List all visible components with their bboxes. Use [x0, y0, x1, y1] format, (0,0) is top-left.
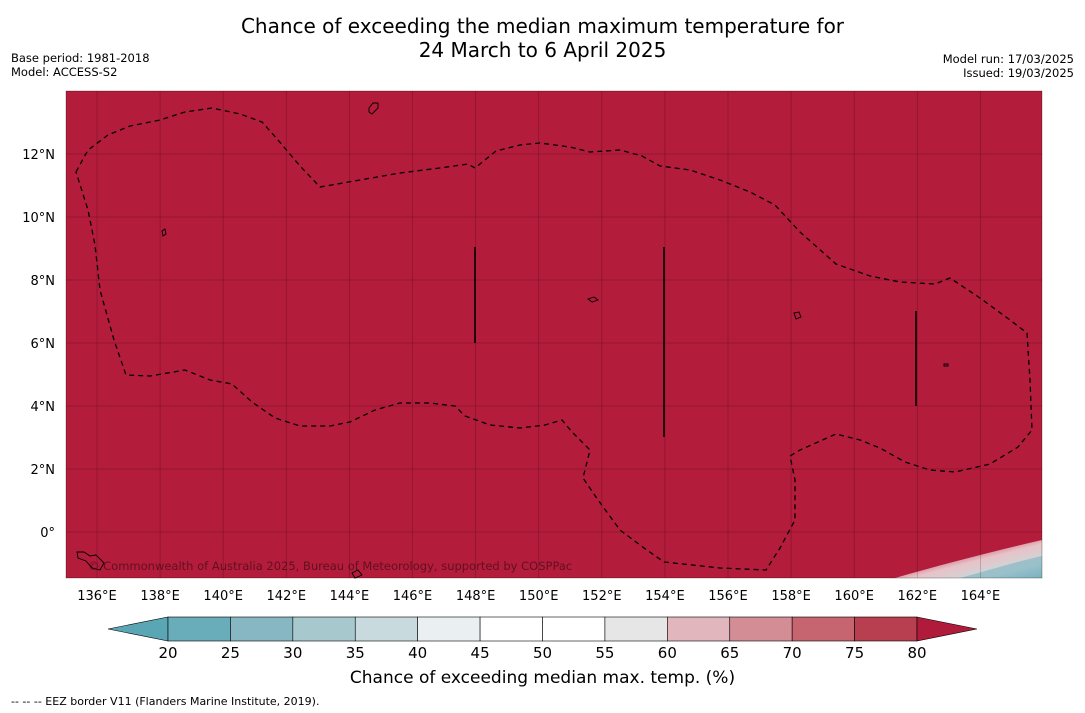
longitude-label: 136°E: [77, 589, 117, 604]
longitude-label: 152°E: [582, 589, 622, 604]
colorbar-tick: 50: [533, 644, 552, 662]
latitude-label: 6°N: [31, 337, 56, 352]
colorbar-segment: [667, 616, 731, 642]
colorbar-segment: [230, 616, 294, 642]
longitude-label: 146°E: [393, 589, 433, 604]
issued-date: Issued: 19/03/2025: [963, 66, 1074, 80]
latitude-label: 4°N: [31, 400, 56, 415]
title-line-1: Chance of exceeding the median maximum t…: [240, 14, 845, 38]
longitude-label: 144°E: [330, 589, 370, 604]
colorbar-segment: [854, 616, 918, 642]
map-border: [65, 90, 1043, 579]
latitude-label: 12°N: [22, 148, 55, 163]
colorbar-tick: 60: [658, 644, 677, 662]
colorbar-segment: [542, 616, 606, 642]
colorbar-under-arrow: [107, 616, 169, 642]
gradient-corner-inner: [960, 556, 1042, 578]
colorbar-segment: [417, 616, 481, 642]
latitude-label: 2°N: [31, 463, 56, 478]
model-name: Model: ACCESS-S2: [11, 65, 118, 79]
longitude-label: 156°E: [708, 589, 748, 604]
latitude-labels: 12°N 10°N 8°N 6°N 4°N 2°N 0°: [22, 148, 55, 541]
title-line-2: 24 March to 6 April 2025: [418, 38, 667, 62]
colorbar-tick: 55: [595, 644, 614, 662]
colorbar-label: Chance of exceeding median max. temp. (%…: [349, 668, 736, 688]
colorbar-segment: [604, 616, 668, 642]
colorbar-segment: [292, 616, 356, 642]
colorbar-tick: 70: [783, 644, 802, 662]
eez-border: [75, 107, 1033, 571]
colorbar-segment: [479, 616, 543, 642]
island-kosrae: [943, 363, 949, 367]
colorbar-tick: 20: [158, 644, 177, 662]
colorbar-segment: [791, 616, 855, 642]
colorbar-segment: [354, 616, 418, 642]
copyright-text: © Commonwealth of Australia 2025, Bureau…: [88, 559, 572, 573]
latitude-label: 10°N: [22, 211, 55, 226]
island-manus: [351, 569, 363, 579]
longitude-label: 148°E: [456, 589, 496, 604]
longitude-label: 150°E: [519, 589, 559, 604]
longitude-label: 158°E: [771, 589, 811, 604]
island-new-guinea: [76, 551, 105, 571]
colorbar-over-arrow: [916, 616, 978, 642]
model-run: Model run: 17/03/2025: [942, 52, 1074, 66]
colorbar-tick: 75: [845, 644, 864, 662]
longitude-label: 138°E: [140, 589, 180, 604]
island-guam: [368, 102, 379, 115]
colorbar-tick: 80: [907, 644, 926, 662]
map-panel: [66, 91, 1042, 578]
longitude-label: 164°E: [961, 589, 1001, 604]
islands: [76, 102, 949, 579]
colorbar-tick: 45: [471, 644, 490, 662]
fsm-boundaries: [474, 247, 917, 437]
meta-right: Model run: 17/03/2025 Issued: 19/03/2025: [943, 52, 1074, 80]
colorbar-tick: 25: [221, 644, 240, 662]
colorbar-tick: 65: [720, 644, 739, 662]
colorbar-tick: 40: [408, 644, 427, 662]
colorbar-tick: 35: [346, 644, 365, 662]
latitude-label: 0°: [40, 526, 55, 541]
colorbar: [107, 616, 978, 642]
longitude-label: 160°E: [834, 589, 874, 604]
base-period: Base period: 1981-2018: [11, 51, 150, 65]
island-chuuk: [587, 296, 599, 303]
page-title: Chance of exceeding the median maximum t…: [0, 14, 1085, 62]
meta-left: Base period: 1981-2018 Model: ACCESS-S2: [11, 51, 150, 79]
longitude-label: 140°E: [203, 589, 243, 604]
colorbar-tick-labels: 20 25 30 35 40 45 50 55 60 65 70 75 80: [158, 644, 926, 662]
longitude-label: 142°E: [267, 589, 307, 604]
longitude-labels: 136°E 138°E 140°E 142°E 144°E 146°E 148°E 150°E…: [77, 589, 1000, 604]
island-yap: [161, 228, 167, 237]
colorbar-segment: [167, 616, 231, 642]
colorbar-segment: [729, 616, 793, 642]
latitude-label: 8°N: [31, 274, 56, 289]
longitude-label: 154°E: [645, 589, 685, 604]
longitude-label: 162°E: [898, 589, 938, 604]
colorbar-tick: 30: [283, 644, 302, 662]
footer-note: -- -- -- EEZ border V11 (Flanders Marine…: [11, 695, 320, 708]
island-pohnpei: [793, 311, 802, 320]
